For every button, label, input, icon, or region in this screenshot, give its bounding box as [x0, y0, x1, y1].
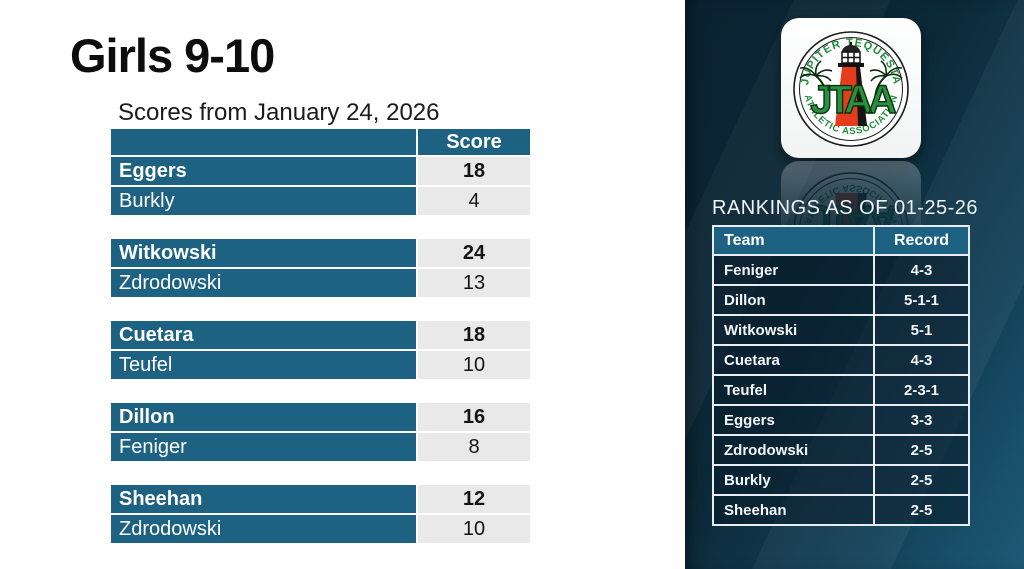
team-name: Dillon: [111, 403, 416, 431]
game-loser-row: Zdrodowski 13: [111, 269, 530, 297]
ranking-team: Burkly: [712, 464, 875, 496]
game-loser-row: Feniger 8: [111, 433, 530, 461]
team-name: Teufel: [111, 351, 416, 379]
team-score: 18: [418, 157, 530, 185]
ranking-team: Cuetara: [712, 344, 875, 376]
rankings-col-team: Team: [712, 225, 875, 256]
team-score: 4: [418, 187, 530, 215]
palm-tree-icon: [869, 60, 903, 99]
rankings-header-row: Team Record: [712, 225, 970, 256]
rankings-row: Eggers 3-3: [712, 404, 970, 436]
ranking-record: 2-5: [873, 494, 970, 526]
rankings-row: Teufel 2-3-1: [712, 374, 970, 406]
ranking-record: 2-5: [873, 434, 970, 466]
rankings-row: Dillon 5-1-1: [712, 284, 970, 316]
rankings-row: Burkly 2-5: [712, 464, 970, 496]
ranking-team: Eggers: [712, 404, 875, 436]
game-block: Eggers 18 Burkly 4: [111, 157, 530, 215]
team-name: Eggers: [111, 157, 416, 185]
right-panel: JUPITER TEQUESTA ATHLETIC ASSOCIATION: [685, 0, 1024, 569]
ranking-record: 4-3: [873, 344, 970, 376]
team-name: Sheehan: [111, 485, 416, 513]
jtaa-lighthouse-icon: JUPITER TEQUESTA ATHLETIC ASSOCIATION: [793, 31, 909, 147]
rankings-col-record: Record: [873, 225, 970, 256]
game-block: Dillon 16 Feniger 8: [111, 403, 530, 461]
game-winner-row: Eggers 18: [111, 157, 530, 185]
rankings-row: Cuetara 4-3: [712, 344, 970, 376]
game-winner-row: Cuetara 18: [111, 321, 530, 349]
team-name: Witkowski: [111, 239, 416, 267]
team-score: 16: [418, 403, 530, 431]
ranking-team: Teufel: [712, 374, 875, 406]
palm-tree-icon: [799, 60, 833, 99]
ranking-record: 2-3-1: [873, 374, 970, 406]
ranking-team: Witkowski: [712, 314, 875, 346]
game-loser-row: Teufel 10: [111, 351, 530, 379]
rankings-row: Witkowski 5-1: [712, 314, 970, 346]
team-score: 10: [418, 351, 530, 379]
game-block: Sheehan 12 Zdrodowski 10: [111, 485, 530, 543]
rankings-title: RANKINGS AS OF 01-25-26: [712, 197, 979, 219]
ranking-team: Dillon: [712, 284, 875, 316]
rankings-row: Zdrodowski 2-5: [712, 434, 970, 466]
logo-acronym-text: JTAA: [810, 78, 896, 122]
lighthouse-icon: [835, 42, 867, 126]
team-score: 18: [418, 321, 530, 349]
page-subtitle: Scores from January 24, 2026: [118, 99, 440, 126]
ranking-team: Feniger: [712, 254, 875, 286]
team-score: 10: [418, 515, 530, 543]
team-score: 8: [418, 433, 530, 461]
ranking-record: 5-1: [873, 314, 970, 346]
team-name: Cuetara: [111, 321, 416, 349]
rankings-row: Sheehan 2-5: [712, 494, 970, 526]
team-score: 24: [418, 239, 530, 267]
team-score: 13: [418, 269, 530, 297]
ranking-record: 2-5: [873, 464, 970, 496]
scores-header-team-cell: [111, 129, 416, 155]
scores-header-row: Score: [111, 129, 530, 155]
ranking-record: 3-3: [873, 404, 970, 436]
ranking-record: 4-3: [873, 254, 970, 286]
team-name: Zdrodowski: [111, 269, 416, 297]
ranking-team: Zdrodowski: [712, 434, 875, 466]
game-winner-row: Sheehan 12: [111, 485, 530, 513]
team-name: Burkly: [111, 187, 416, 215]
ranking-record: 5-1-1: [873, 284, 970, 316]
jtaa-logo: JUPITER TEQUESTA ATHLETIC ASSOCIATION: [781, 18, 921, 158]
page-title: Girls 9-10: [70, 29, 275, 82]
rankings-table: Team Record Feniger 4-3 Dillon 5-1-1 Wit…: [712, 225, 970, 526]
scores-header-score-cell: Score: [418, 129, 530, 155]
game-winner-row: Witkowski 24: [111, 239, 530, 267]
scores-table: Score Eggers 18 Burkly 4 Witkowski 24 Zd…: [111, 129, 530, 567]
game-winner-row: Dillon 16: [111, 403, 530, 431]
rankings-row: Feniger 4-3: [712, 254, 970, 286]
game-block: Witkowski 24 Zdrodowski 13: [111, 239, 530, 297]
team-name: Zdrodowski: [111, 515, 416, 543]
game-loser-row: Burkly 4: [111, 187, 530, 215]
game-loser-row: Zdrodowski 10: [111, 515, 530, 543]
team-name: Feniger: [111, 433, 416, 461]
ranking-team: Sheehan: [712, 494, 875, 526]
team-score: 12: [418, 485, 530, 513]
game-block: Cuetara 18 Teufel 10: [111, 321, 530, 379]
